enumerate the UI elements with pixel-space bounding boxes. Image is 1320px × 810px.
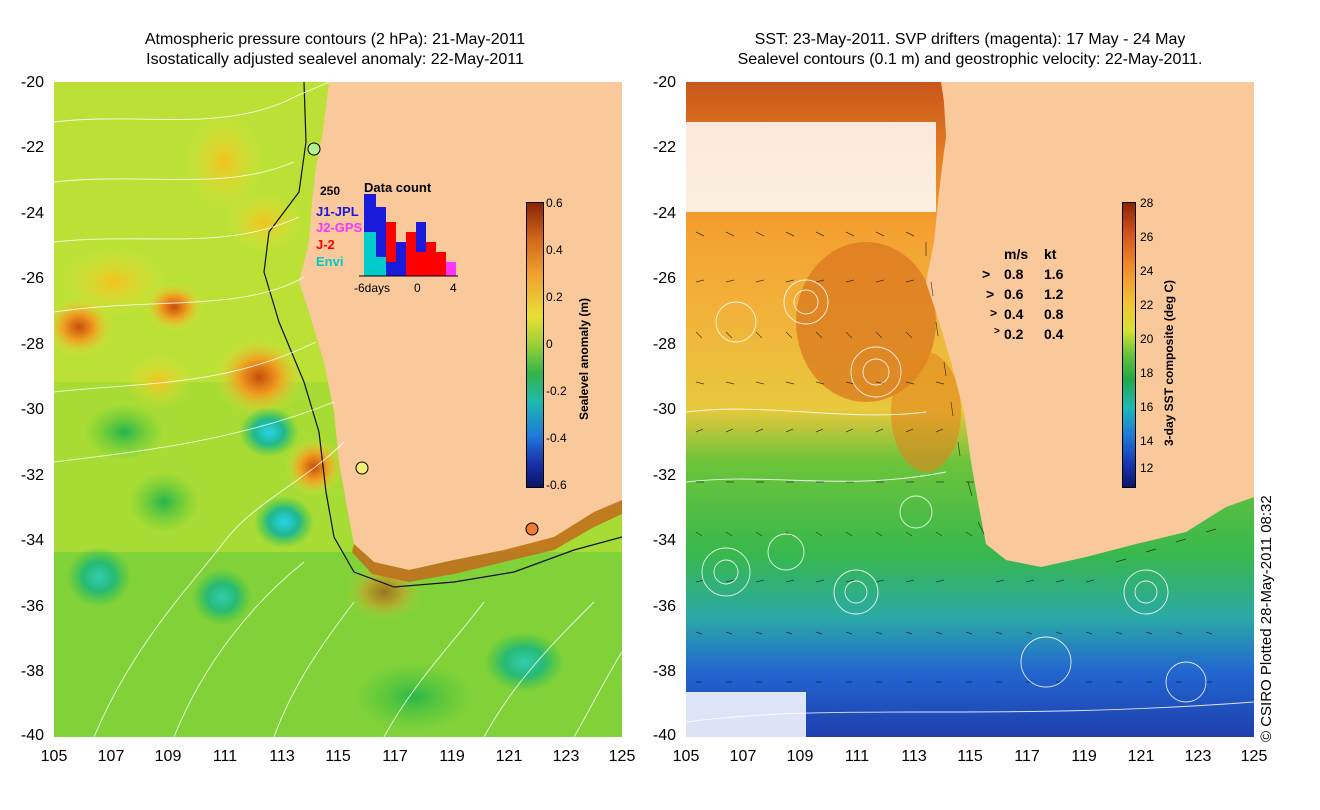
right-title: SST: 23-May-2011. SVP drifters (magenta)… [660,30,1280,70]
inset-x-label-zero: 0 [414,281,421,295]
speed-legend-kt-1: 1.6 [1044,266,1064,282]
x-label-right-1: 107 [729,748,757,765]
sst-tick-4: 22 [1140,298,1154,312]
sst-tick-8: 14 [1140,434,1154,448]
inset-legend-j-2: J-2 [316,237,335,252]
inset-max-label: 250 [320,184,341,198]
y-label-right-9: -38 [652,663,676,680]
left-title-line2: Isostatically adjusted sealevel anomaly:… [146,51,524,68]
y-label-right-1: -22 [652,139,676,156]
y-label-left-3: -26 [20,270,44,287]
x-label-right-0: 105 [672,748,700,765]
speed-legend-header-ms: m/s [1004,246,1029,262]
x-label-left-0: 105 [40,748,68,765]
y-label-left-7: -34 [20,532,44,549]
sst-tick-1: 28 [1140,196,1154,210]
y-label-left-6: -32 [20,467,44,484]
sst-colorbar [1122,202,1136,488]
y-label-left-8: -36 [20,598,44,615]
inset-x-label-end: 4 [450,281,457,295]
sst-tick-6: 18 [1140,366,1154,380]
y-label-right-6: -32 [652,467,676,484]
x-label-left-9: 123 [552,748,580,765]
y-label-left-2: -24 [20,205,44,222]
speed-legend-arrow-4: > [994,326,1000,337]
y-label-left-10: -40 [20,727,44,744]
sst-tick-9: 12 [1140,461,1154,475]
y-label-left-9: -38 [20,663,44,680]
left-title: Atmospheric pressure contours (2 hPa): 2… [60,30,610,70]
right-title-line1: SST: 23-May-2011. SVP drifters (magenta)… [754,31,1186,48]
sst-tick-2: 26 [1140,230,1154,244]
x-label-left-2: 109 [154,748,182,765]
x-label-left-5: 115 [325,748,351,765]
x-label-left-4: 113 [269,748,295,765]
sealevel-tick-4: 0 [546,337,553,351]
speed-legend-ms-3: 0.4 [1004,306,1024,322]
x-label-right-4: 113 [901,748,927,765]
x-label-left-1: 107 [97,748,125,765]
y-label-left-5: -30 [20,401,44,418]
x-label-right-6: 117 [1014,748,1040,765]
speed-legend-ms-1: 0.8 [1004,266,1024,282]
x-label-right-2: 109 [786,748,814,765]
y-label-right-2: -24 [652,205,676,222]
y-label-right-7: -34 [652,532,676,549]
x-label-right-3: 111 [844,748,870,765]
y-label-right-4: -28 [652,336,676,353]
x-label-left-7: 119 [439,748,465,765]
inset-legend-envi: Envi [316,254,344,269]
data-count-inset [359,194,458,277]
inset-title: Data count [364,180,432,195]
y-label-right-10: -40 [652,727,676,744]
y-label-right-0: -20 [652,74,676,91]
x-label-right-7: 119 [1071,748,1097,765]
x-label-right-10: 125 [1240,748,1268,765]
speed-legend-ms-4: 0.2 [1004,326,1024,342]
y-label-left-0: -20 [20,74,44,91]
csiro-credit: © CSIRO Plotted 28-May-2011 08:32 [1258,495,1275,742]
x-label-left-8: 121 [495,748,523,765]
sealevel-tick-5: -0.2 [546,384,567,398]
speed-legend-header-kt: kt [1044,246,1057,262]
y-label-left-4: -28 [20,336,44,353]
speed-legend-kt-2: 1.2 [1044,286,1064,302]
sealevel-tick-2: 0.4 [546,243,563,257]
x-label-right-9: 123 [1184,748,1212,765]
sealevel-tick-1: 0.6 [546,196,563,210]
left-title-line1: Atmospheric pressure contours (2 hPa): 2… [144,31,526,48]
sealevel-colorbar-label: Sealevel anomaly (m) [577,297,591,420]
sealevel-colorbar [526,202,544,488]
inset-legend-j2: J2-GPS [316,220,363,235]
x-label-right-8: 121 [1127,748,1155,765]
sst-map-canvas [686,82,1254,737]
sst-tick-5: 20 [1140,332,1154,346]
x-label-left-6: 117 [382,748,408,765]
right-title-line2: Sealevel contours (0.1 m) and geostrophi… [737,51,1203,68]
speed-legend-ms-2: 0.6 [1004,286,1024,302]
y-label-right-8: -36 [652,598,676,615]
y-label-left-1: -22 [20,139,44,156]
speed-legend-arrow-1: > [982,266,991,282]
sst-map[interactable]: m/s kt > 0.8 1.6 > 0.6 1.2 > 0.4 0.8 > 0… [686,82,1254,737]
speed-legend-kt-4: 0.4 [1044,326,1064,342]
speed-legend-kt-3: 0.8 [1044,306,1064,322]
x-label-left-10: 125 [608,748,636,765]
sealevel-tick-3: 0.2 [546,290,563,304]
speed-legend-arrow-3: > [990,306,998,320]
sst-tick-3: 24 [1140,264,1154,278]
inset-legend-j1: J1-JPL [316,204,359,219]
x-label-right-5: 115 [957,748,983,765]
sealevel-tick-6: -0.4 [546,431,567,445]
y-label-right-3: -26 [652,270,676,287]
sst-colorbar-label: 3-day SST composite (deg C) [1162,279,1176,446]
x-label-left-3: 111 [212,748,238,765]
sealevel-tick-7: -0.6 [546,478,567,492]
y-label-right-5: -30 [652,401,676,418]
speed-legend-arrow-2: > [986,286,995,302]
inset-x-label-start: -6days [354,281,391,295]
sst-tick-7: 16 [1140,400,1154,414]
